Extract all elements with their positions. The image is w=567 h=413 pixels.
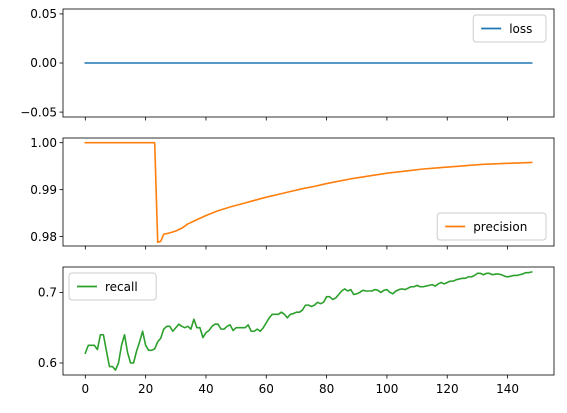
x-tick-label: 140 bbox=[496, 382, 519, 396]
legend-label-loss: loss bbox=[509, 22, 532, 36]
x-tick-label: 120 bbox=[436, 382, 459, 396]
y-tick-label: 0.98 bbox=[30, 230, 57, 244]
y-tick-label: 0.7 bbox=[38, 286, 57, 300]
legend-box bbox=[436, 212, 547, 241]
y-tick-label: −0.05 bbox=[20, 105, 57, 119]
legend-label-precision: precision bbox=[473, 220, 527, 234]
y-tick-label: 0.00 bbox=[30, 56, 57, 70]
axes-frame bbox=[62, 137, 555, 247]
x-tick-label: 40 bbox=[198, 382, 213, 396]
legend-box bbox=[68, 272, 157, 301]
x-tick-label: 0 bbox=[81, 382, 89, 396]
y-tick-label: 0.99 bbox=[30, 183, 57, 197]
y-tick-label: 0.6 bbox=[38, 356, 57, 370]
chart-panel-3: 0 20 40 60 80 100 120 140 0.6 0.7 recall bbox=[38, 266, 555, 396]
x-tick-label: 60 bbox=[259, 382, 274, 396]
legend-label-recall: recall bbox=[105, 280, 138, 294]
legend: precision bbox=[436, 212, 547, 241]
x-tick-label: 100 bbox=[375, 382, 398, 396]
series-line-precision bbox=[84, 141, 533, 244]
legend: recall bbox=[68, 272, 157, 301]
chart-panel-2: 0.98 0.99 1.00 precision bbox=[30, 136, 555, 250]
x-tick-label: 80 bbox=[319, 382, 334, 396]
axes-frame bbox=[62, 266, 555, 376]
legend: loss bbox=[472, 14, 547, 43]
x-tick-label: 20 bbox=[138, 382, 153, 396]
chart-panel-1: −0.05 0.00 0.05 loss bbox=[20, 7, 555, 121]
series-line-recall bbox=[84, 270, 533, 371]
legend-box bbox=[472, 14, 547, 43]
y-tick-label: 1.00 bbox=[30, 136, 57, 150]
y-tick-label: 0.05 bbox=[30, 7, 57, 21]
